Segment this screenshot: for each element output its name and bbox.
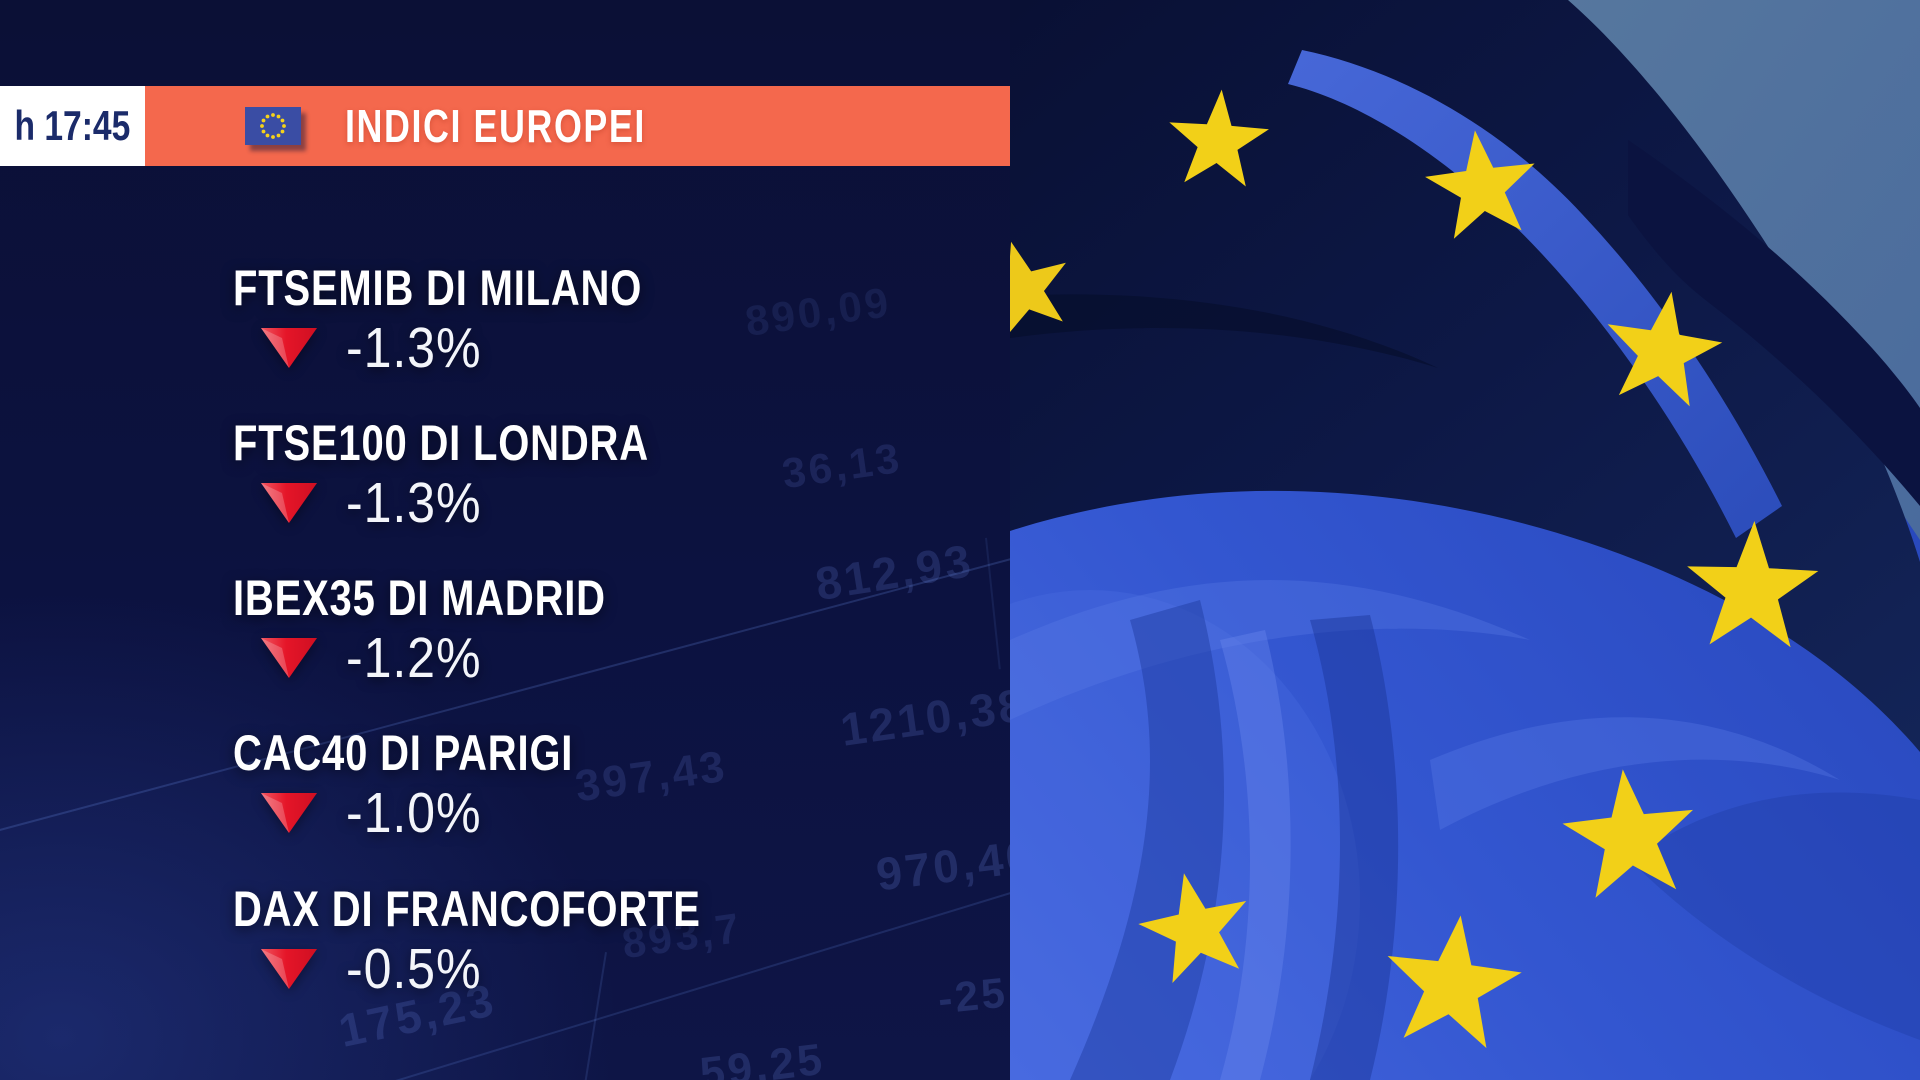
index-panel: 890,09 36,13 812,93 1210,38 397,43 970,4… [0,0,1010,1080]
index-change-row: -0.5% [233,937,818,1001]
eu-flag-icon [245,107,301,145]
index-entry-ftsemib: FTSEMIB DI MILANO -1.3% [233,260,744,380]
index-change-row: -1.3% [233,316,744,380]
index-change-row: -1.2% [233,626,699,690]
background-ticker-number: 36,13 [779,433,905,498]
flag-hem-highlight [1288,50,1782,538]
background-ticker-number: 812,93 [811,533,977,611]
index-change-row: -1.3% [233,471,753,535]
index-name: FTSEMIB DI MILANO [233,260,643,316]
header-bar: INDICI EUROPEI [145,86,1010,166]
index-name: IBEX35 DI MADRID [233,570,606,626]
index-name: FTSE100 DI LONDRA [233,415,649,471]
time-label: h 17:45 [14,102,131,149]
index-entry-cac40: CAC40 DI PARIGI -1.0% [233,725,658,845]
index-name: CAC40 DI PARIGI [233,725,574,781]
down-arrow-icon [261,638,317,678]
background-chart-line [985,537,1001,670]
down-arrow-icon [261,793,317,833]
index-name: DAX DI FRANCOFORTE [233,881,701,937]
background-ticker-number: -25 [935,968,1010,1023]
background-ticker-number: 890,09 [742,278,894,345]
index-change-value: -1.2% [346,626,482,690]
background-ticker-number: 970,40 [873,829,1010,901]
index-change-value: -1.3% [346,471,482,535]
down-arrow-icon [261,949,317,989]
time-badge: h 17:45 [0,86,145,166]
index-change-value: -1.0% [346,781,482,845]
index-entry-dax: DAX DI FRANCOFORTE -0.5% [233,881,818,1001]
down-arrow-icon [261,483,317,523]
background-ticker-number: 1210,38 [837,678,1010,756]
index-entry-ftse100: FTSE100 DI LONDRA -1.3% [233,415,753,535]
index-entry-ibex35: IBEX35 DI MADRID -1.2% [233,570,699,690]
index-change-value: -0.5% [346,937,482,1001]
background-ticker-number: 59,25 [697,1034,828,1080]
page-title: INDICI EUROPEI [345,100,646,152]
eu-flag-photo [1010,0,1920,1080]
index-change-value: -1.3% [346,316,482,380]
flag-tip [1628,140,1920,506]
down-arrow-icon [261,328,317,368]
index-change-row: -1.0% [233,781,658,845]
